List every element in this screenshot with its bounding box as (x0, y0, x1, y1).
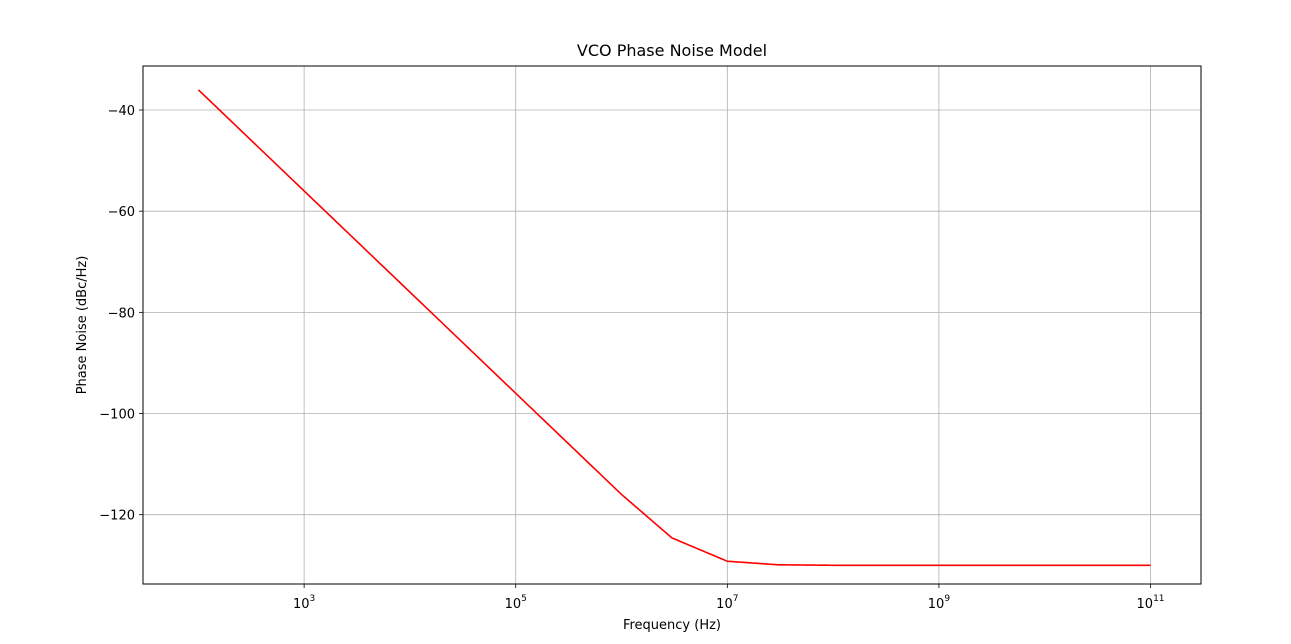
series-layer (197, 89, 1151, 567)
x-axis-ticks: 103 105 107 109 1011 (293, 584, 1165, 612)
y-axis-label: Phase Noise (dBc/Hz) (75, 256, 90, 395)
y-axis-ticks: −40 −60 −80 −100 −120 (99, 104, 143, 524)
x-tick-base: 10 (1137, 597, 1154, 612)
x-tick-exponent: 9 (944, 594, 950, 604)
y-tick-label: −40 (108, 104, 135, 119)
x-tick-base: 10 (505, 597, 522, 612)
x-tick-exponent: 11 (1153, 594, 1164, 604)
chart-title: VCO Phase Noise Model (577, 41, 767, 60)
x-tick-label: 107 (716, 594, 738, 612)
y-tick-label: −100 (99, 408, 135, 423)
x-tick-base: 10 (716, 597, 733, 612)
x-tick-exponent: 7 (733, 594, 739, 604)
y-tick-label: −60 (108, 205, 135, 220)
plot-frame (142, 65, 1202, 585)
grid-lines (143, 66, 1201, 584)
series-line (197, 89, 1151, 567)
x-tick-label: 105 (505, 594, 527, 612)
x-tick-label: 103 (293, 594, 315, 612)
x-tick-exponent: 5 (521, 594, 527, 604)
x-tick-base: 10 (928, 597, 945, 612)
x-tick-label: 1011 (1137, 594, 1165, 612)
x-tick-exponent: 3 (310, 594, 316, 604)
y-tick-label: −120 (99, 509, 135, 524)
x-tick-label: 109 (928, 594, 951, 612)
x-axis-label: Frequency (Hz) (623, 618, 721, 633)
x-tick-base: 10 (293, 597, 310, 612)
y-tick-label: −80 (108, 306, 135, 321)
